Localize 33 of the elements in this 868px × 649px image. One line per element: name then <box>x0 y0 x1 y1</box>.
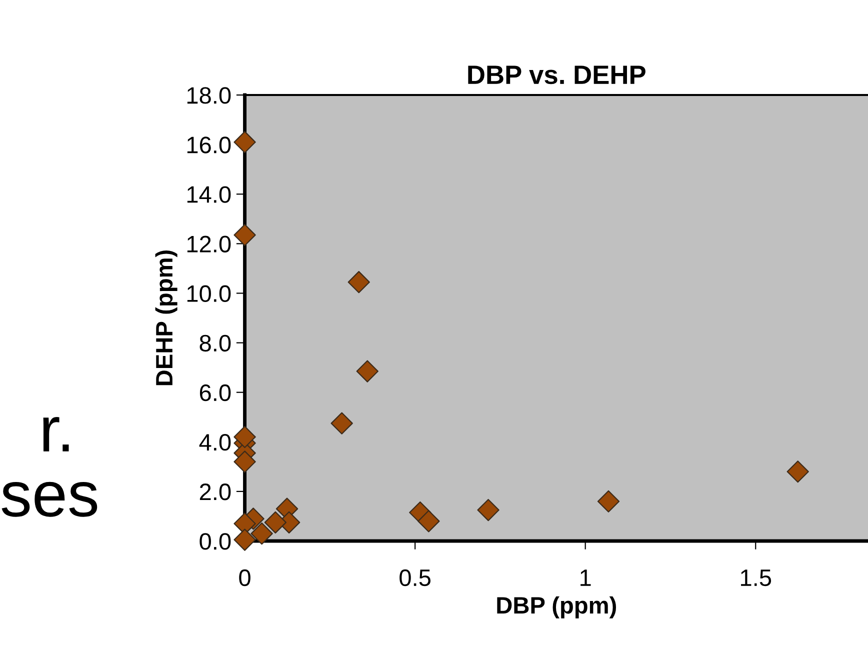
text: r. <box>43 416 69 452</box>
point <box>234 224 256 246</box>
point <box>597 490 620 512</box>
y-tick-label: 2.0 <box>200 484 231 500</box>
y-tick-label: 16.0 <box>187 136 231 154</box>
point <box>348 270 370 294</box>
y-tick-label: 8.0 <box>200 334 231 352</box>
point <box>264 511 287 534</box>
y-tick-label: 18.0 <box>187 87 231 104</box>
point <box>234 426 256 448</box>
point <box>418 510 440 532</box>
x-tick-label: 0 <box>239 569 250 586</box>
point <box>250 522 273 545</box>
point <box>330 412 353 434</box>
chart-title: DBP vs. DEHP <box>468 66 646 84</box>
y-tick-label: 0.0 <box>200 533 231 550</box>
text: ses <box>2 482 98 517</box>
x-tick-label: 0.5 <box>400 569 430 586</box>
point <box>234 131 256 154</box>
point <box>786 460 809 483</box>
point <box>234 528 256 551</box>
y-tick-label: 6.0 <box>200 384 231 402</box>
y-tick-label: 12.0 <box>187 236 231 252</box>
y-tick-label: 4.0 <box>199 434 231 451</box>
y-tick-label: 14.0 <box>187 186 231 203</box>
point <box>477 498 500 522</box>
y-axis-title: DEHP (ppm) <box>155 250 178 386</box>
point <box>356 360 378 382</box>
x-tick-label: 1 <box>580 570 591 586</box>
x-axis-title: DBP (ppm) <box>497 596 616 618</box>
point <box>234 450 256 473</box>
x-tick-label: 1.5 <box>741 570 772 586</box>
y-tick-label: 10.0 <box>187 285 231 302</box>
